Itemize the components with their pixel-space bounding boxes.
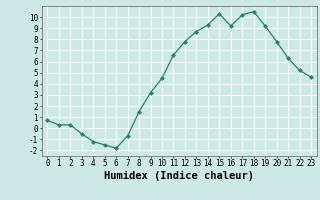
X-axis label: Humidex (Indice chaleur): Humidex (Indice chaleur) — [104, 171, 254, 181]
